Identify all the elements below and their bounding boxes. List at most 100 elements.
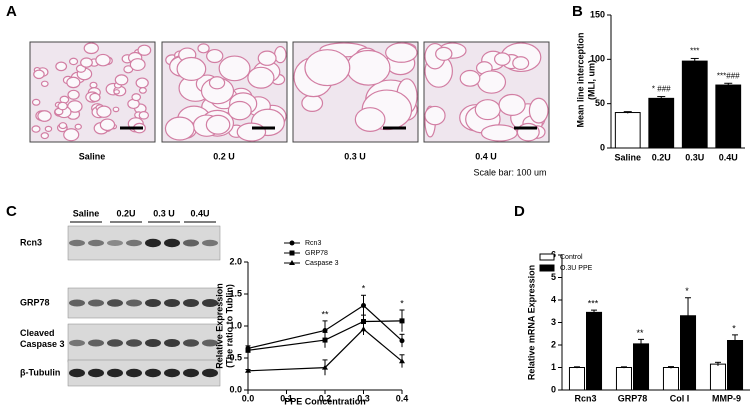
alveolus	[31, 98, 41, 106]
line	[247, 328, 403, 372]
marker	[399, 318, 405, 324]
blot-band	[69, 239, 85, 247]
blot-band	[69, 339, 85, 347]
y-tick-label: 100	[590, 54, 605, 64]
significance: *	[362, 284, 366, 294]
significance: ***###	[717, 71, 740, 80]
image-caption: 0.3 U	[344, 151, 366, 161]
alveolus	[131, 93, 142, 102]
panel-label: D	[514, 203, 525, 220]
x-tick-label: MMP-9	[712, 393, 741, 403]
y-axis-label: (The ratio to Tublin)	[224, 284, 234, 368]
marker	[361, 303, 366, 309]
x-axis-label: PPE Concentration	[284, 396, 366, 406]
marker	[245, 347, 251, 353]
legend-marker	[289, 250, 295, 256]
blot-band	[126, 239, 142, 247]
alveolus	[474, 99, 501, 121]
alveolus	[206, 48, 224, 64]
x-tick-label: 0.1	[280, 393, 293, 403]
blot-band	[126, 339, 142, 347]
alveolus	[176, 56, 207, 81]
lane-label: 0.2U	[116, 208, 135, 218]
alveolus	[197, 43, 210, 54]
y-tick-label: 0	[600, 142, 605, 152]
blot-band	[164, 299, 180, 307]
alveolus	[58, 122, 68, 130]
blot-band	[145, 368, 161, 378]
x-tick-label: 0.4U	[719, 152, 738, 162]
alveolus	[459, 69, 481, 87]
alveolus	[66, 76, 81, 89]
blot-band	[107, 339, 123, 347]
alveolus	[218, 55, 251, 82]
blot-band	[88, 368, 104, 378]
blot-band	[202, 239, 218, 247]
alveolus	[40, 132, 50, 140]
alveolus	[96, 105, 112, 118]
legend-marker	[289, 240, 295, 246]
blot-band	[145, 339, 161, 347]
significance: ***	[588, 299, 599, 309]
marker	[245, 367, 251, 373]
y-tick-label: 0	[551, 384, 556, 394]
blot-band	[88, 239, 104, 247]
marker	[322, 337, 328, 343]
alveolus	[138, 87, 147, 94]
marker	[399, 338, 405, 344]
alveolus	[208, 76, 226, 90]
x-tick-label: Col I	[670, 393, 690, 403]
legend-label: GRP78	[305, 250, 328, 257]
y-tick-label: 3	[551, 317, 556, 327]
blot-band	[164, 238, 180, 248]
blot-band	[202, 368, 218, 378]
panel-label: A	[6, 3, 17, 20]
x-tick-label: GRP78	[618, 393, 648, 403]
alveolus	[493, 52, 511, 66]
significance: * ###	[652, 85, 671, 94]
bar	[568, 367, 586, 391]
alveolus	[80, 57, 93, 68]
alveolus	[89, 92, 101, 103]
alveolus	[354, 107, 386, 132]
alveolus	[37, 110, 52, 122]
y-tick-label: 2	[551, 339, 556, 349]
scale-note: Scale bar: 100 um	[473, 167, 546, 177]
significance: **	[321, 309, 329, 319]
alveolus	[83, 42, 99, 55]
bar	[648, 97, 675, 149]
legend-label: Control	[560, 254, 583, 261]
y-tick-label: 1.5	[229, 288, 242, 298]
alveolus	[138, 111, 150, 120]
alveolus	[57, 101, 68, 111]
bar	[614, 112, 641, 149]
blot-row-label: GRP78	[20, 297, 50, 307]
alveolus	[31, 125, 41, 133]
y-axis-label: Relative Expression	[214, 283, 224, 369]
alveolus	[257, 50, 277, 66]
y-tick-label: 5	[551, 272, 556, 282]
alveolus	[40, 80, 49, 88]
marker	[360, 326, 367, 332]
blot-band	[183, 339, 199, 347]
y-tick-label: 150	[590, 9, 605, 19]
alveolus	[112, 106, 120, 113]
alveolus	[63, 128, 80, 142]
alveolus	[247, 66, 275, 89]
alveolus	[528, 97, 549, 124]
bar	[586, 311, 603, 391]
legend-label: Rcn3	[305, 240, 321, 247]
legend-label: O.3U PPE	[560, 265, 593, 272]
blot-band	[107, 240, 123, 246]
alveolus	[44, 125, 53, 132]
significance: *	[400, 298, 404, 308]
y-tick-label: 0.5	[229, 352, 242, 362]
blot-band	[126, 368, 142, 378]
alveolus	[480, 124, 518, 142]
image-caption: 0.2 U	[213, 151, 235, 161]
y-tick-label: 1	[551, 362, 556, 372]
alveolus	[205, 114, 231, 135]
y-tick-label: 4	[551, 294, 556, 304]
alveolus	[424, 105, 446, 126]
alveolus	[113, 89, 120, 95]
